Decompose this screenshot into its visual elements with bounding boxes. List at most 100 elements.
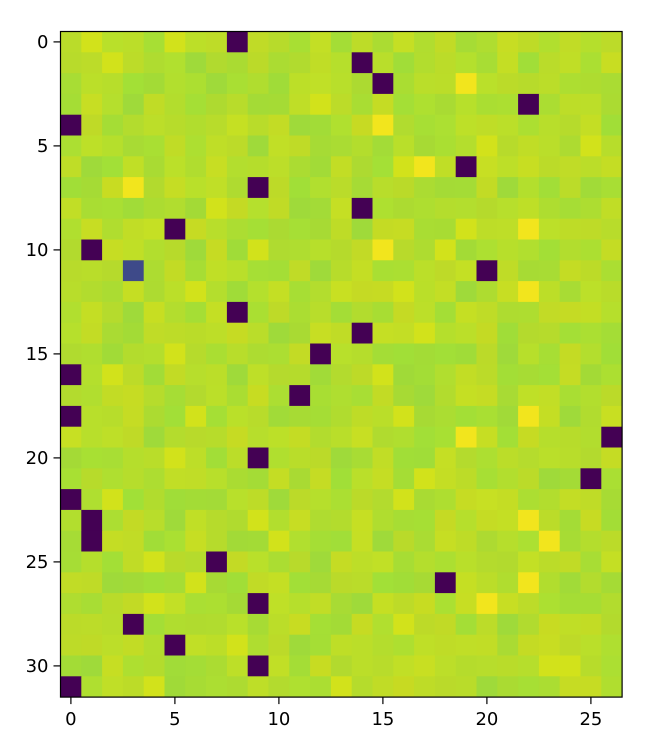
y-tick-label: 25	[26, 552, 49, 573]
heatmap-cell	[393, 156, 415, 178]
heatmap-cell	[268, 281, 290, 303]
heatmap-cell	[538, 509, 561, 532]
heatmap-cell	[351, 364, 373, 386]
heatmap-cell	[601, 634, 623, 656]
heatmap-cell	[268, 114, 290, 136]
heatmap-cell	[580, 405, 602, 428]
heatmap-cell	[143, 613, 165, 636]
heatmap-cell	[206, 405, 228, 428]
heatmap-cell	[559, 468, 581, 490]
heatmap-cell	[497, 177, 519, 199]
heatmap-cell	[81, 135, 103, 157]
heatmap-cell	[372, 239, 394, 261]
heatmap-cell	[60, 572, 82, 594]
heatmap-cell	[601, 31, 623, 53]
heatmap-cell	[518, 197, 540, 220]
heatmap-cell	[102, 301, 124, 324]
heatmap-cell	[185, 218, 207, 240]
heatmap-cell	[226, 73, 249, 95]
heatmap-cell	[518, 676, 540, 698]
heatmap-cell	[393, 593, 415, 615]
y-axis-ticks: 0 5 10 15 20 25 30	[26, 32, 61, 677]
heatmap-cell	[601, 385, 623, 407]
heatmap-cell	[560, 697, 581, 718]
heatmap-cell	[434, 322, 457, 344]
heatmap-cell	[393, 343, 415, 365]
heatmap-cell	[538, 655, 561, 677]
heatmap-cell	[455, 364, 477, 386]
heatmap-cell	[351, 218, 373, 240]
heatmap-cell	[81, 613, 103, 636]
heatmap-cell	[164, 572, 186, 594]
heatmap-cell	[601, 572, 623, 594]
heatmap-cell	[102, 509, 124, 532]
heatmap-cell	[455, 31, 477, 53]
heatmap-cell	[393, 135, 415, 157]
heatmap-cell	[434, 468, 457, 490]
heatmap-cell	[580, 489, 602, 511]
heatmap-cell	[518, 530, 540, 552]
heatmap-cell	[372, 509, 394, 532]
heatmap-cell	[414, 93, 436, 116]
heatmap-cell	[289, 447, 311, 469]
heatmap-cell	[414, 156, 436, 178]
heatmap-cell	[206, 447, 228, 469]
heatmap-cell	[476, 260, 498, 282]
heatmap-cell	[81, 239, 103, 261]
heatmap-cell	[81, 301, 103, 324]
heatmap-cell	[372, 405, 394, 428]
heatmap-cell	[538, 197, 561, 220]
heatmap-cell	[538, 551, 561, 573]
heatmap-cell	[476, 551, 498, 573]
heatmap-cell	[352, 697, 373, 718]
heatmap-cell	[226, 281, 249, 303]
heatmap-cell	[393, 322, 415, 344]
heatmap-cell	[414, 676, 436, 698]
heatmap-cell	[538, 73, 561, 95]
heatmap-cell	[580, 31, 602, 53]
heatmap-cell	[206, 52, 228, 74]
heatmap-cell	[206, 218, 228, 240]
heatmap-cell	[247, 364, 269, 386]
x-tick-label: 25	[579, 709, 602, 730]
heatmap-cell	[164, 405, 186, 428]
heatmap-cell	[497, 572, 519, 594]
heatmap-cell	[310, 572, 332, 594]
heatmap-cell	[60, 218, 82, 240]
heatmap-cell	[476, 405, 498, 428]
heatmap-cell	[268, 135, 290, 157]
heatmap-cell	[434, 135, 457, 157]
heatmap-cell	[393, 197, 415, 220]
heatmap-cell	[185, 426, 207, 448]
heatmap-cell	[393, 52, 415, 74]
heatmap-cell	[102, 343, 124, 365]
heatmap-cell	[455, 52, 477, 74]
heatmap-cell	[580, 572, 602, 594]
heatmap-cell	[601, 593, 623, 615]
heatmap-cell	[268, 385, 290, 407]
heatmap-cell	[206, 530, 228, 552]
heatmap-cell	[330, 260, 353, 282]
y-tick-label: 20	[26, 448, 49, 469]
heatmap-cell	[164, 73, 186, 95]
heatmap-cell	[102, 322, 124, 344]
heatmap-cell	[226, 468, 249, 490]
heatmap-cell	[102, 281, 124, 303]
heatmap-cell	[559, 676, 581, 698]
heatmap-cell	[247, 613, 269, 636]
heatmap-cell	[455, 509, 477, 532]
heatmap-cell	[476, 343, 498, 365]
heatmap-cell	[351, 93, 373, 116]
heatmap-cell	[351, 593, 373, 615]
x-tick-label: 5	[169, 709, 180, 730]
heatmap-cell	[330, 655, 353, 677]
heatmap-cell	[164, 613, 186, 636]
heatmap-cell	[206, 697, 227, 718]
heatmap-cell	[310, 156, 332, 178]
heatmap-cell	[559, 634, 581, 656]
heatmap-cell	[351, 52, 373, 74]
heatmap-cell	[310, 468, 332, 490]
heatmap-cell	[518, 447, 540, 469]
heatmap-cell	[601, 676, 623, 698]
heatmap-cell	[289, 114, 311, 136]
